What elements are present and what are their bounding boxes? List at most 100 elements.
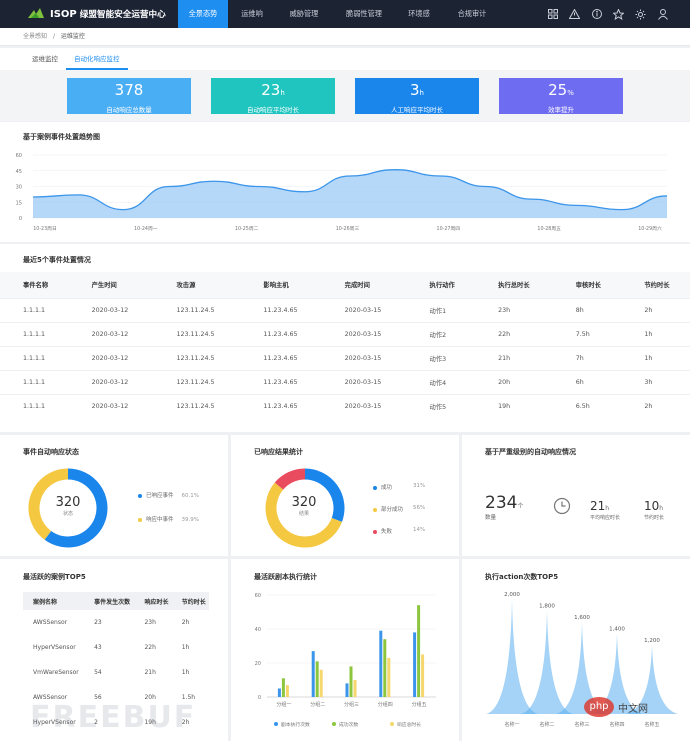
status-legend-item: 响应中事件 39.9% [138, 515, 199, 523]
table-cell: 1.1.1.1 [0, 393, 69, 418]
x-tick-label: 10-27周四 [437, 226, 461, 232]
table-cell: 3h [621, 369, 690, 394]
table-cell: 2020-03-15 [321, 345, 407, 370]
trend-panel: 基于案例事件处置趋势图 60 45 30 15 0 10-23周日 10-24周一 10-25… [0, 122, 690, 242]
scripts-panel: 最活跃剧本执行统计 60 40 20 0 分组一 分组二 分组三 分组四 分组五 剧本执行次数 成功… [231, 559, 459, 741]
table-cell: 2 [94, 719, 98, 726]
value-label: 1,600 [574, 615, 590, 621]
table-row[interactable]: AWSSensor 23 23h 2h [23, 610, 209, 635]
table-cell: 2020-03-12 [68, 393, 154, 418]
status-center-label: 状态 [62, 511, 73, 517]
kpi-label: 自动响应总数量 [106, 106, 152, 114]
table-row[interactable]: AWSSensor 56 20h 1.5h [23, 685, 209, 710]
donut-slice [274, 468, 306, 490]
x-tick-label: 分组二 [310, 701, 325, 708]
table-row[interactable]: 1.1.1.1 2020-03-12 123.11.24.5 11.23.4.65 20… [0, 369, 690, 394]
legend-swatch [373, 507, 377, 512]
nav-item-compliance[interactable]: 合规审计 [457, 9, 487, 18]
donut-slice [265, 482, 342, 548]
nav-item-env[interactable]: 环境感知 [408, 9, 430, 46]
nav-item-ops-response[interactable]: 运维响应 [241, 9, 263, 46]
table-cell: 2020-03-12 [68, 369, 154, 394]
col-total-duration: 执行总时长 [475, 272, 553, 298]
table-cell: 56 [94, 694, 102, 701]
peak-bar [591, 633, 643, 714]
table-cell: 54 [94, 669, 102, 676]
table-cell: 2h [181, 719, 190, 726]
x-tick-label: 10-25周二 [235, 226, 259, 232]
table-row[interactable]: 1.1.1.1 2020-03-12 123.11.24.5 11.23.4.65 20… [0, 393, 690, 418]
col-case-name: 案例名称 [23, 592, 85, 610]
alert-icon[interactable] [569, 9, 580, 20]
donut-slice [28, 468, 69, 540]
table-cell: 动作1 [406, 297, 476, 322]
y-tick-label: 60 [16, 153, 22, 159]
breadcrumb-root[interactable]: 全景感知 [23, 33, 48, 40]
results-legend-item: 失败 14% [373, 527, 425, 535]
clock-icon [553, 497, 571, 519]
kpi-avg-auto-response-time: 23h 自动响应平均时长 [211, 78, 335, 114]
legend-swatch [332, 722, 336, 726]
gear-icon[interactable] [635, 9, 646, 20]
table-row[interactable]: 1.1.1.1 2020-03-12 123.11.24.5 11.23.4.65 20… [0, 297, 690, 322]
y-tick-label: 0 [258, 695, 261, 701]
results-center-value: 320 [291, 495, 317, 510]
x-tick-label: 名称二 [539, 721, 554, 728]
results-legend-item: 部分成功 56% [373, 505, 425, 513]
legend-label: 剧本执行次数 [281, 721, 310, 728]
legend-swatch [138, 493, 142, 498]
table-row[interactable]: VmWareSensor 54 21h 1h [23, 660, 209, 685]
results-center-label: 结果 [298, 511, 309, 517]
php-cn-watermark: 中文网 [618, 704, 648, 715]
nav-item-threat[interactable]: 威胁管理 [289, 9, 319, 18]
table-cell: 123.11.24.5 [153, 297, 241, 322]
breadcrumb: 全景感知 / 运维监控 [0, 28, 690, 46]
peak-bar [486, 599, 538, 714]
table-row[interactable]: HyperVSensor 2 19h 2h [23, 710, 209, 735]
actions-title: 执行action次数TOP5 [485, 573, 559, 581]
table-cell: 22h [144, 644, 156, 651]
logo[interactable]: ISOP 绿盟智能安全运营中心 [0, 8, 178, 20]
col-response-time: 响应时长 [134, 592, 172, 610]
table-row[interactable]: 1.1.1.1 2020-03-12 123.11.24.5 11.23.4.65 20… [0, 345, 690, 370]
bar [285, 685, 289, 697]
bar [383, 639, 387, 697]
severity-avg-time: 21h 平均响应时长 [590, 499, 621, 521]
results-panel: 已响应结果统计 320 结果 成功 31% 部分成功 56% 失败 14% [231, 435, 459, 556]
value-label: 2,000 [504, 592, 520, 598]
table-cell: 8h [552, 297, 622, 322]
nav-item-vuln[interactable]: 脆弱性管理 [346, 9, 382, 18]
col-review-duration: 审核时长 [552, 272, 622, 298]
top-icon-group [547, 0, 668, 28]
x-tick-label: 10-28周五 [537, 226, 561, 232]
breadcrumb-current: 运维监控 [60, 33, 85, 40]
x-tick-label: 分组五 [412, 701, 427, 708]
events-title: 最近5个事件处置情况 [23, 256, 91, 264]
star-icon[interactable] [613, 8, 624, 20]
y-tick-label: 15 [16, 200, 22, 206]
col-finished-time: 完成时间 [321, 272, 407, 298]
table-cell: 1h [621, 321, 690, 346]
bar [353, 680, 357, 697]
user-icon[interactable] [657, 8, 668, 20]
nav-item-overview[interactable]: 全景态势 [178, 0, 228, 28]
tab-auto-response-monitor[interactable]: 自动化响应监控 [66, 48, 128, 70]
x-tick-label: 名称五 [644, 721, 659, 728]
bar [281, 678, 285, 697]
top-bar: ISOP 绿盟智能安全运营中心 全景态势 运维响应 威胁管理 脆弱性管理 环境感… [0, 0, 690, 46]
table-cell: 1.1.1.1 [0, 321, 69, 346]
table-cell: 22h [475, 321, 553, 346]
table-cell: 动作5 [406, 393, 476, 418]
actions-panel: 执行action次数TOP5 2,000 名称一 1,800 名称二 1,600 名称三 1… [462, 559, 690, 741]
grid-icon[interactable] [547, 9, 558, 20]
table-row[interactable]: 1.1.1.1 2020-03-12 123.11.24.5 11.23.4.65 20… [0, 321, 690, 346]
brand-name: ISOP [50, 8, 77, 20]
bar [345, 683, 349, 697]
legend-swatch [373, 529, 377, 534]
results-donut-chart [265, 468, 345, 548]
table-row[interactable]: HyperVSensor 43 22h 1h [23, 635, 209, 660]
tab-ops-monitor[interactable]: 运维监控 [32, 55, 58, 63]
info-icon[interactable] [591, 9, 602, 20]
breadcrumb-separator: / [52, 33, 55, 40]
